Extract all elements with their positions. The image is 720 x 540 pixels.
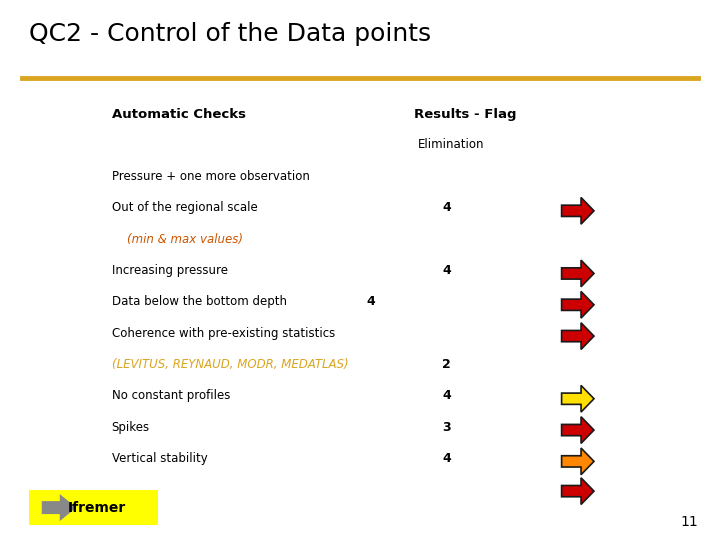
Text: Spikes: Spikes [112, 421, 150, 434]
Text: Increasing pressure: Increasing pressure [112, 264, 228, 277]
Text: No constant profiles: No constant profiles [112, 389, 230, 402]
Text: 2: 2 [442, 358, 451, 371]
Polygon shape [562, 323, 594, 349]
Polygon shape [562, 292, 594, 318]
Text: Data below the bottom depth: Data below the bottom depth [112, 295, 287, 308]
Text: Automatic Checks: Automatic Checks [112, 108, 246, 121]
Text: Elimination: Elimination [418, 138, 484, 151]
Text: 4: 4 [442, 452, 451, 465]
Polygon shape [562, 386, 594, 412]
Text: Coherence with pre-existing statistics: Coherence with pre-existing statistics [112, 327, 335, 340]
Text: (LEVITUS, REYNAUD, MODR, MEDATLAS): (LEVITUS, REYNAUD, MODR, MEDATLAS) [112, 358, 348, 371]
Polygon shape [562, 198, 594, 224]
Text: 4: 4 [442, 264, 451, 277]
Text: (min & max values): (min & max values) [112, 233, 243, 246]
Polygon shape [562, 260, 594, 287]
Text: Pressure + one more observation: Pressure + one more observation [112, 170, 310, 183]
Text: 4: 4 [442, 201, 451, 214]
Text: QC2 - Control of the Data points: QC2 - Control of the Data points [29, 22, 431, 45]
Text: Ifremer: Ifremer [68, 501, 126, 515]
Text: 11: 11 [680, 515, 698, 529]
Text: Results - Flag: Results - Flag [414, 108, 516, 121]
Text: 4: 4 [366, 295, 375, 308]
Text: Vertical stability: Vertical stability [112, 452, 207, 465]
Polygon shape [42, 494, 76, 521]
Polygon shape [562, 478, 594, 504]
Polygon shape [562, 417, 594, 443]
Polygon shape [562, 448, 594, 475]
Text: 4: 4 [442, 389, 451, 402]
FancyBboxPatch shape [29, 490, 158, 525]
Text: Out of the regional scale: Out of the regional scale [112, 201, 257, 214]
Text: 3: 3 [442, 421, 451, 434]
